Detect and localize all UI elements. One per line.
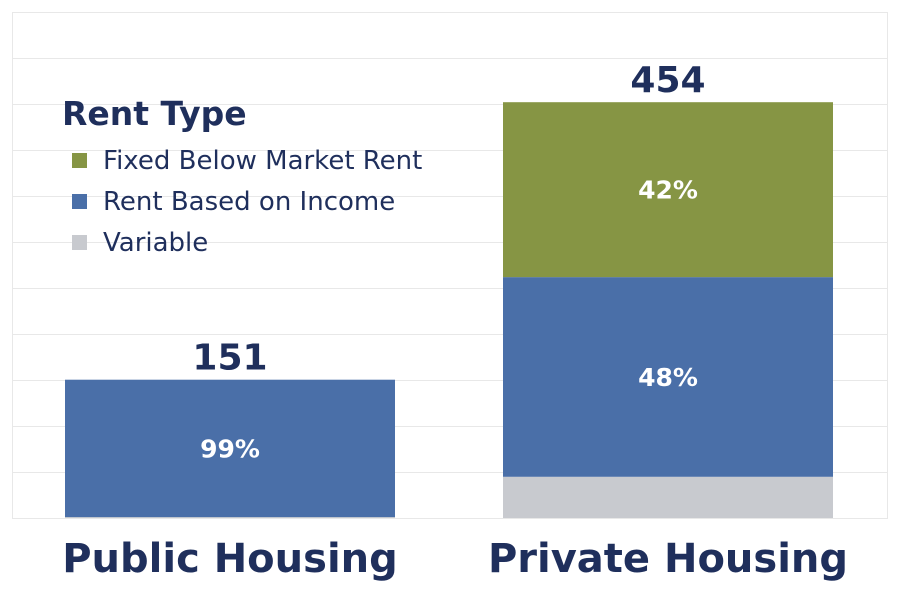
category-label-public-housing: Public Housing: [62, 536, 398, 582]
bar-private-housing-fixed-below-market-rent: [503, 102, 833, 278]
data-label-public-housing-rent-based-on-income: 99%: [200, 434, 260, 463]
legend-item-fixed-below-market-rent: Fixed Below Market Rent: [62, 140, 422, 181]
bar-public-housing-variable: [65, 517, 395, 518]
total-label-public-housing: 151: [192, 338, 267, 379]
legend-item-rent-based-on-income: Rent Based on Income: [62, 181, 422, 222]
legend-item-variable: Variable: [62, 222, 422, 263]
total-label-private-housing: 454: [630, 60, 705, 101]
category-label-private-housing: Private Housing: [488, 536, 848, 582]
legend-swatch-variable: [72, 235, 87, 250]
legend-title: Rent Type: [62, 94, 247, 133]
bar-private-housing-variable: [503, 476, 833, 518]
data-label-private-housing-fixed-below-market-rent: 42%: [638, 176, 698, 205]
legend-label-rent-based-on-income: Rent Based on Income: [103, 186, 396, 217]
legend-swatch-rent-based-on-income: [72, 194, 87, 209]
data-label-private-housing-rent-based-on-income: 48%: [638, 363, 698, 392]
legend: Rent Type Fixed Below Market Rent Rent B…: [62, 94, 422, 263]
legend-label-variable: Variable: [103, 227, 209, 258]
legend-label-fixed-below-market-rent: Fixed Below Market Rent: [103, 145, 423, 176]
bar-public-housing-rent-based-on-income: [65, 379, 395, 518]
legend-swatch-fixed-below-market-rent: [72, 153, 87, 168]
bar-private-housing-rent-based-on-income: [503, 277, 833, 477]
